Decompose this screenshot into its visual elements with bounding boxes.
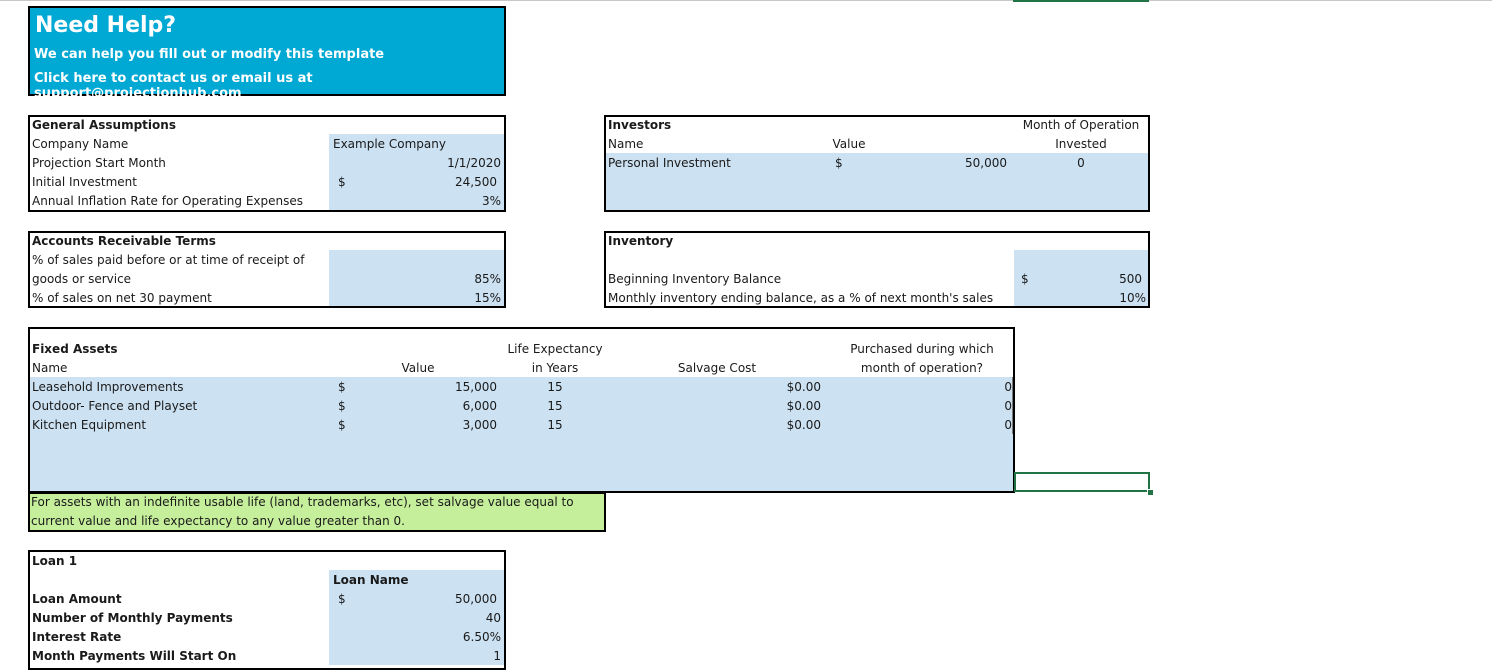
investors-box: [604, 115, 1150, 212]
inflation-cell[interactable]: 3%: [481, 194, 501, 208]
asset-salvage-cell[interactable]: $0.00: [786, 418, 821, 432]
general-title: General Assumptions: [32, 118, 176, 132]
loan-rate-label: Interest Rate: [32, 630, 122, 644]
investors-input-fill: [606, 153, 1148, 210]
loan-amount-cell[interactable]: 50,000: [455, 592, 497, 606]
asset-name-cell[interactable]: Outdoor- Fence and Playset: [32, 399, 198, 413]
purchased-month-header-2: month of operation?: [860, 361, 984, 375]
loan-start-label: Month Payments Will Start On: [32, 649, 237, 663]
asset-currency: $: [338, 399, 346, 413]
inventory-begin-label: Beginning Inventory Balance: [608, 272, 782, 286]
life-expectancy-header-2: in Years: [531, 361, 579, 375]
note-line-1: For assets with an indefinite usable lif…: [31, 495, 574, 509]
investor-currency: $: [835, 156, 843, 170]
company-name-cell[interactable]: Example Company: [333, 137, 446, 151]
start-month-label: Projection Start Month: [32, 156, 166, 170]
asset-name-cell[interactable]: Kitchen Equipment: [32, 418, 147, 432]
inventory-input-fill: [1014, 250, 1148, 306]
life-expectancy-header: Life Expectancy: [507, 342, 603, 356]
inventory-box: [604, 231, 1150, 308]
help-banner[interactable]: Need Help? We can help you fill out or m…: [28, 6, 506, 101]
investors-month-header: Month of Operation: [1022, 118, 1140, 132]
investor-month-cell[interactable]: 0: [1077, 156, 1085, 170]
help-contact-link[interactable]: Click here to contact us or email us at …: [34, 71, 313, 101]
initial-investment-currency: $: [338, 175, 346, 189]
inflation-label: Annual Inflation Rate for Operating Expe…: [32, 194, 304, 208]
loan-payments-label: Number of Monthly Payments: [32, 611, 233, 625]
asset-name-cell[interactable]: Leasehold Improvements: [32, 380, 184, 394]
initial-investment-label: Initial Investment: [32, 175, 137, 189]
asset-value-cell[interactable]: 3,000: [462, 418, 497, 432]
purchased-month-header: Purchased during which: [850, 342, 994, 356]
ar-prepaid-cell[interactable]: 85%: [474, 272, 501, 286]
investor-name-cell[interactable]: Personal Investment: [608, 156, 731, 170]
investors-name-header: Name: [608, 137, 644, 151]
help-title: Need Help?: [35, 13, 177, 38]
fixed-assets-name-header: Name: [32, 361, 68, 375]
investors-title: Investors: [608, 118, 672, 132]
asset-currency: $: [338, 418, 346, 432]
inventory-title: Inventory: [608, 234, 674, 248]
asset-life-cell[interactable]: 15: [547, 399, 563, 413]
asset-life-cell[interactable]: 15: [547, 380, 563, 394]
investors-month-header-2: Invested: [1055, 137, 1107, 151]
ar-prepaid-label: % of sales paid before or at time of rec…: [32, 253, 305, 267]
loan-amount-label: Loan Amount: [32, 592, 122, 606]
asset-salvage-cell[interactable]: $0.00: [786, 399, 821, 413]
inventory-begin-currency: $: [1021, 272, 1029, 286]
ar-net30-label: % of sales on net 30 payment: [32, 291, 212, 305]
asset-month-cell[interactable]: 0: [1004, 380, 1012, 394]
company-name-label: Company Name: [32, 137, 129, 151]
fixed-assets-note: For assets with an indefinite usable lif…: [28, 492, 606, 532]
selected-cell[interactable]: [1014, 472, 1150, 492]
note-line-2: current value and life expectancy to any…: [31, 514, 405, 528]
investors-value-header: Value: [832, 137, 866, 151]
ar-net30-cell[interactable]: 15%: [474, 291, 501, 305]
fill-handle[interactable]: [1147, 489, 1154, 496]
inventory-monthly-label: Monthly inventory ending balance, as a %…: [608, 291, 994, 305]
column-selection-indicator: [1013, 0, 1149, 2]
loan-rate-cell[interactable]: 6.50%: [462, 630, 501, 644]
fixed-assets-value-header: Value: [401, 361, 435, 375]
asset-life-cell[interactable]: 15: [547, 418, 563, 432]
help-subtitle: We can help you fill out or modify this …: [34, 47, 385, 62]
inventory-begin-cell[interactable]: 500: [1119, 272, 1142, 286]
salvage-cost-header: Salvage Cost: [677, 361, 757, 375]
asset-month-cell[interactable]: 0: [1004, 418, 1012, 432]
fixed-assets-input-fill: [30, 377, 1013, 491]
asset-salvage-cell[interactable]: $0.00: [786, 380, 821, 394]
loan-input-fill: [329, 570, 504, 665]
initial-investment-cell[interactable]: 24,500: [455, 175, 497, 189]
asset-currency: $: [338, 380, 346, 394]
asset-value-cell[interactable]: 6,000: [462, 399, 497, 413]
loan-name-header[interactable]: Loan Name: [333, 573, 409, 587]
investor-value-cell[interactable]: 50,000: [965, 156, 1007, 170]
ar-prepaid-label-2: goods or service: [32, 272, 132, 286]
asset-value-cell[interactable]: 15,000: [455, 380, 497, 394]
ar-input-fill: [329, 250, 504, 306]
sheet-top-gridline: [0, 0, 1492, 1]
general-assumptions-box: [28, 115, 506, 212]
loan-payments-cell[interactable]: 40: [485, 611, 501, 625]
start-month-cell[interactable]: 1/1/2020: [447, 156, 501, 170]
inventory-monthly-cell[interactable]: 10%: [1119, 291, 1146, 305]
general-input-fill: [329, 134, 504, 210]
fixed-assets-title: Fixed Assets: [32, 342, 118, 356]
loan-title: Loan 1: [32, 554, 78, 568]
accounts-receivable-box: [28, 231, 506, 308]
ar-title: Accounts Receivable Terms: [32, 234, 216, 248]
loan-amount-currency: $: [338, 592, 346, 606]
cell-border: [1012, 377, 1013, 434]
asset-month-cell[interactable]: 0: [1004, 399, 1012, 413]
loan-start-cell[interactable]: 1: [493, 649, 501, 663]
